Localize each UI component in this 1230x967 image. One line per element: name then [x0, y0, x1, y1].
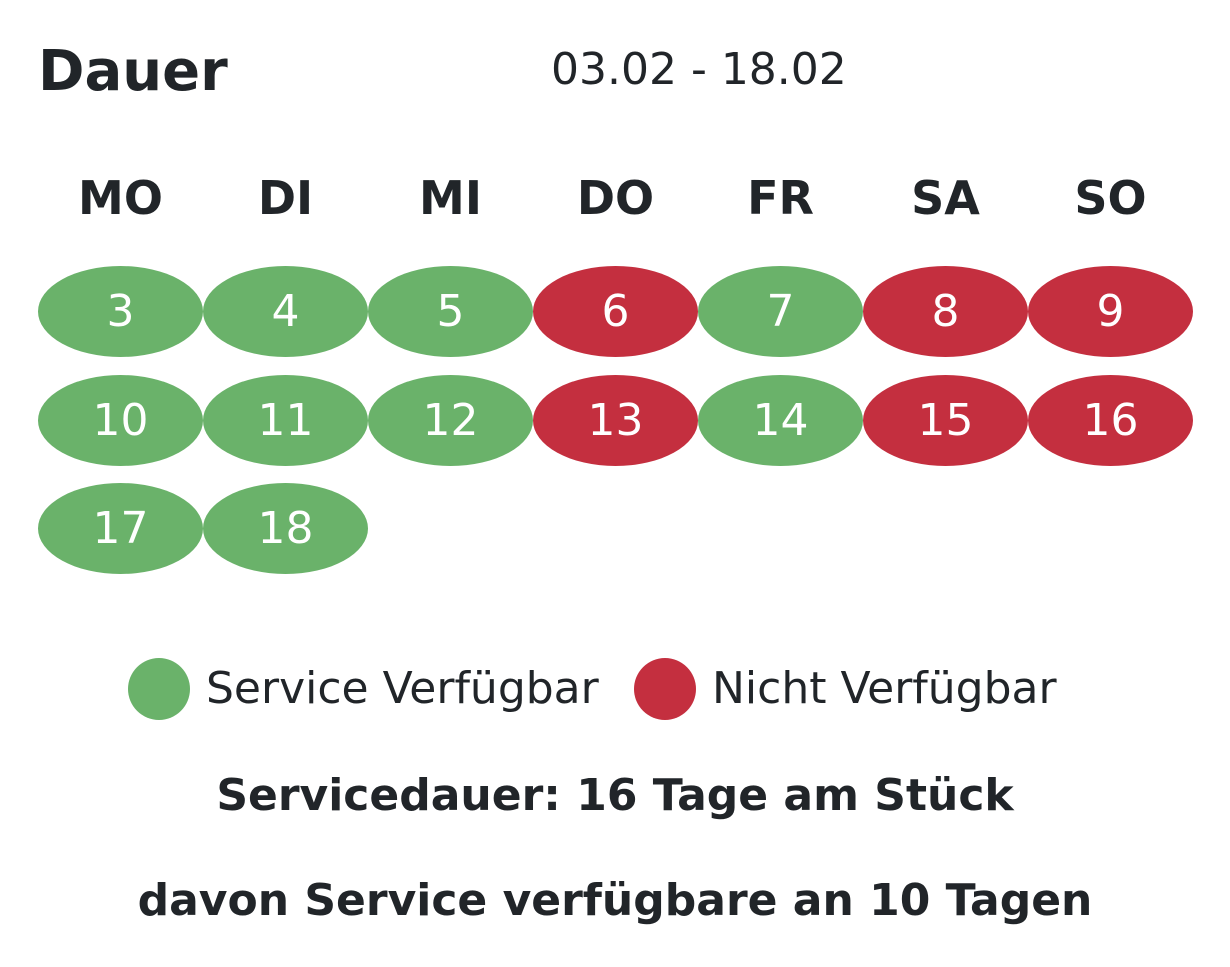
calendar-day: 6: [533, 266, 698, 357]
calendar-day: 16: [1028, 375, 1193, 466]
weekday-di: DI: [257, 171, 314, 225]
available-days-text: davon Service verfügbare an 10 Tagen: [137, 875, 1093, 926]
calendar-day: 9: [1028, 266, 1193, 357]
calendar-day: 3: [38, 266, 203, 357]
available-dot-icon: [128, 658, 190, 720]
weekday-mi: MI: [419, 171, 482, 225]
calendar-day: 4: [203, 266, 368, 357]
calendar-grid: 3 4 5 6 7 8 9 10 11 12 13 14 15 16 17 18: [38, 266, 1195, 576]
calendar-day: 7: [698, 266, 863, 357]
legend-label-available: Service Verfügbar: [206, 663, 599, 714]
legend-label-unavailable: Nicht Verfügbar: [712, 663, 1057, 714]
calendar-day: 8: [863, 266, 1028, 357]
calendar-day: 11: [203, 375, 368, 466]
legend-item-available: Service Verfügbar: [128, 656, 599, 722]
weekday-do: DO: [576, 171, 655, 225]
weekday-header-row: MO DI MI DO FR SA SO: [38, 166, 1195, 230]
legend: Service Verfügbar Nicht Verfügbar: [0, 656, 1230, 722]
calendar-day: 14: [698, 375, 863, 466]
weekday-mo: MO: [78, 171, 163, 225]
date-range: 03.02 - 18.02: [551, 44, 847, 95]
page-title: Dauer: [38, 39, 228, 104]
unavailable-dot-icon: [634, 658, 696, 720]
calendar-day: 5: [368, 266, 533, 357]
calendar-day: 13: [533, 375, 698, 466]
weekday-sa: SA: [911, 171, 980, 225]
service-duration-text: Servicedauer: 16 Tage am Stück: [216, 770, 1014, 821]
weekday-fr: FR: [747, 171, 814, 225]
calendar-day: 10: [38, 375, 203, 466]
calendar-day: 17: [38, 483, 203, 574]
calendar-day: 12: [368, 375, 533, 466]
weekday-so: SO: [1074, 171, 1147, 225]
calendar-day: 15: [863, 375, 1028, 466]
legend-item-unavailable: Nicht Verfügbar: [634, 656, 1057, 722]
calendar-day: 18: [203, 483, 368, 574]
